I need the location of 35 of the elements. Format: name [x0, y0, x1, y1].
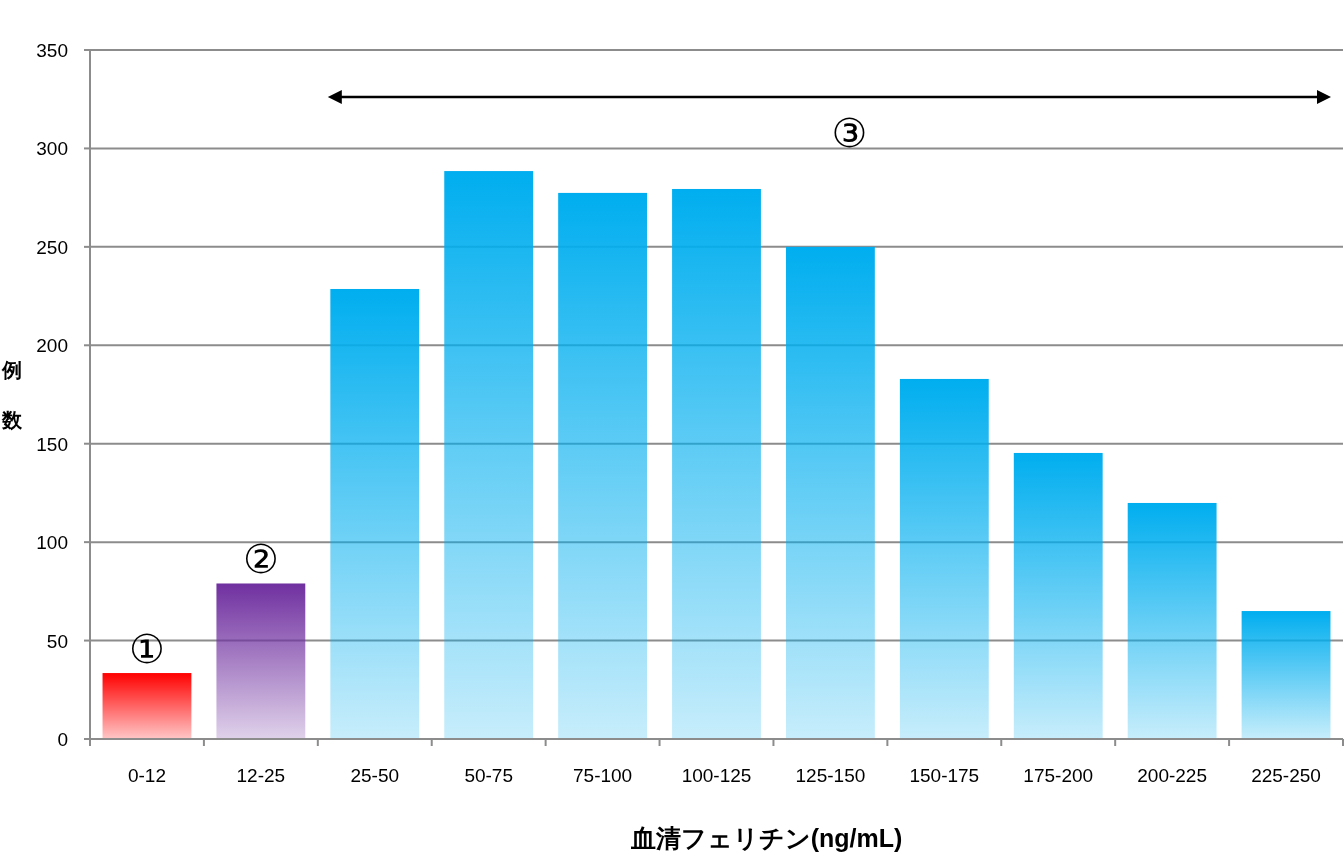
- bar: [216, 583, 306, 739]
- y-tick-label: 0: [57, 729, 68, 750]
- x-tick-label: 50-75: [464, 765, 513, 786]
- bar: [1013, 452, 1103, 739]
- bar: [1127, 502, 1217, 739]
- annotation: ①: [129, 627, 165, 672]
- x-tick-label: 200-225: [1137, 765, 1207, 786]
- y-tick-label: 200: [36, 335, 68, 357]
- bar: [785, 246, 875, 739]
- x-tick-label: 25-50: [350, 765, 400, 786]
- x-tick-label: 0-12: [127, 765, 166, 786]
- bar: [1241, 611, 1331, 739]
- bar: [672, 188, 761, 739]
- y-tick-label: 350: [36, 40, 68, 61]
- x-tick-label: 75-100: [573, 765, 633, 786]
- bar: [330, 288, 420, 739]
- x-tick-label: 12-25: [236, 765, 286, 786]
- annotation: ③: [831, 111, 868, 155]
- y-tick-label: 150: [36, 433, 68, 455]
- y-tick-label: 250: [36, 236, 68, 258]
- bar: [899, 378, 989, 739]
- x-tick-label: 225-250: [1251, 765, 1321, 786]
- x-tick-label: 125-150: [795, 765, 866, 786]
- annotation: ②: [242, 537, 279, 582]
- bar: [558, 192, 648, 739]
- text: 例数: [2, 359, 22, 431]
- bar: [102, 673, 192, 739]
- bar: [444, 171, 534, 739]
- x-axis-title: 血清フェリチン(ng/mL): [629, 824, 903, 852]
- y-tick-label: 50: [46, 630, 68, 652]
- y-tick-label: 100: [36, 532, 68, 554]
- y-tick-label: 300: [36, 138, 68, 160]
- x-tick-label: 150-175: [909, 765, 980, 786]
- x-tick-label: 175-200: [1023, 765, 1094, 786]
- x-tick-label: 100-125: [681, 765, 752, 786]
